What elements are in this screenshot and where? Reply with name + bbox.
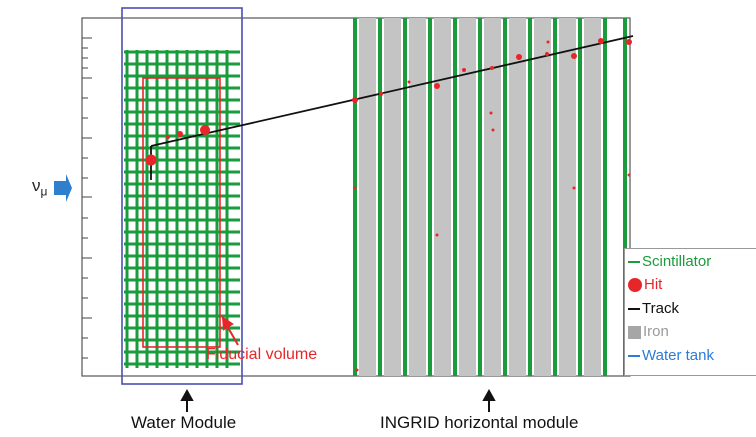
hit-marker xyxy=(626,39,632,45)
iron-slab xyxy=(359,18,376,376)
hit-marker xyxy=(547,41,550,44)
hit-marker xyxy=(545,52,549,56)
ingrid-horizontal-module xyxy=(355,18,625,376)
iron-slab xyxy=(384,18,401,376)
hit-marker xyxy=(490,112,493,115)
iron-slab xyxy=(534,18,551,376)
hit-marker xyxy=(490,66,494,70)
hit-marker xyxy=(356,369,359,372)
hit-marker xyxy=(354,187,357,190)
iron-swatch xyxy=(628,326,641,339)
hit-marker xyxy=(200,125,210,135)
iron-slab xyxy=(434,18,451,376)
hit-swatch xyxy=(628,278,642,292)
hit-marker xyxy=(462,68,466,72)
hit-marker xyxy=(573,187,576,190)
iron-slab xyxy=(409,18,426,376)
water-module-label: Water Module xyxy=(131,413,236,433)
legend-track: Track xyxy=(628,300,679,317)
fiducial-volume-label: Fiducial volume xyxy=(206,346,317,364)
hit-marker xyxy=(146,155,157,166)
ingrid-pointer-arrow xyxy=(484,391,494,412)
iron-slab xyxy=(484,18,501,376)
track-swatch xyxy=(628,308,640,310)
neutrino-beam-arrow xyxy=(54,174,72,202)
left-axis-ticks xyxy=(82,38,92,358)
hit-marker xyxy=(166,135,170,139)
legend-water-tank: Water tank xyxy=(628,347,714,364)
iron-slab xyxy=(509,18,526,376)
hit-marker xyxy=(436,234,439,237)
hit-marker xyxy=(379,92,383,96)
ingrid-label: INGRID horizontal module xyxy=(380,413,578,433)
scintillator-swatch xyxy=(628,261,640,263)
hit-marker xyxy=(571,53,577,59)
water-tank-swatch xyxy=(628,355,640,357)
hit-marker xyxy=(516,54,522,60)
iron-slab xyxy=(584,18,601,376)
legend-scintillator: Scintillator xyxy=(628,253,711,270)
hit-marker xyxy=(598,38,604,44)
hit-marker xyxy=(434,83,440,89)
legend-iron: Iron xyxy=(628,323,669,340)
hit-marker xyxy=(177,131,183,137)
hit-marker xyxy=(352,97,358,103)
water-module-pointer-arrow xyxy=(182,391,192,412)
hit-marker xyxy=(492,129,495,132)
legend: Scintillator Hit Track Iron Water tank xyxy=(624,248,756,376)
neutrino-label: νμ xyxy=(32,176,47,198)
hit-marker xyxy=(408,81,411,84)
legend-hit: Hit xyxy=(628,276,662,293)
iron-slab xyxy=(559,18,576,376)
hit-marker xyxy=(628,174,631,177)
